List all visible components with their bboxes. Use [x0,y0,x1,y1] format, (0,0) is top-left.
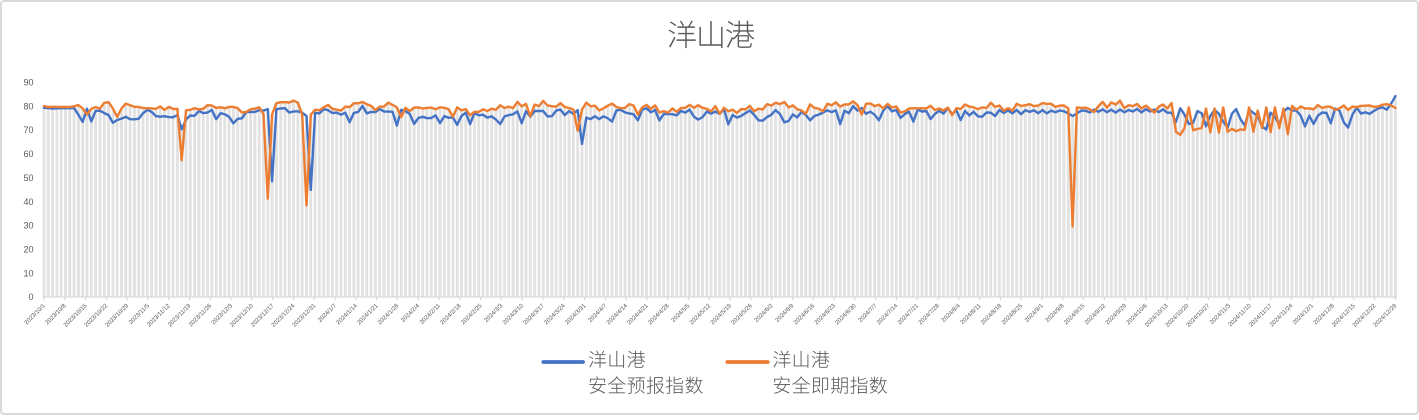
svg-text:60: 60 [23,149,33,159]
svg-text:30: 30 [23,221,33,231]
svg-text:20: 20 [23,245,33,255]
svg-text:80: 80 [23,101,33,111]
svg-text:90: 90 [23,78,33,88]
svg-text:40: 40 [23,197,33,207]
svg-text:50: 50 [23,173,33,183]
svg-text:70: 70 [23,125,33,135]
svg-text:10: 10 [23,268,33,278]
svg-text:0: 0 [28,292,33,302]
